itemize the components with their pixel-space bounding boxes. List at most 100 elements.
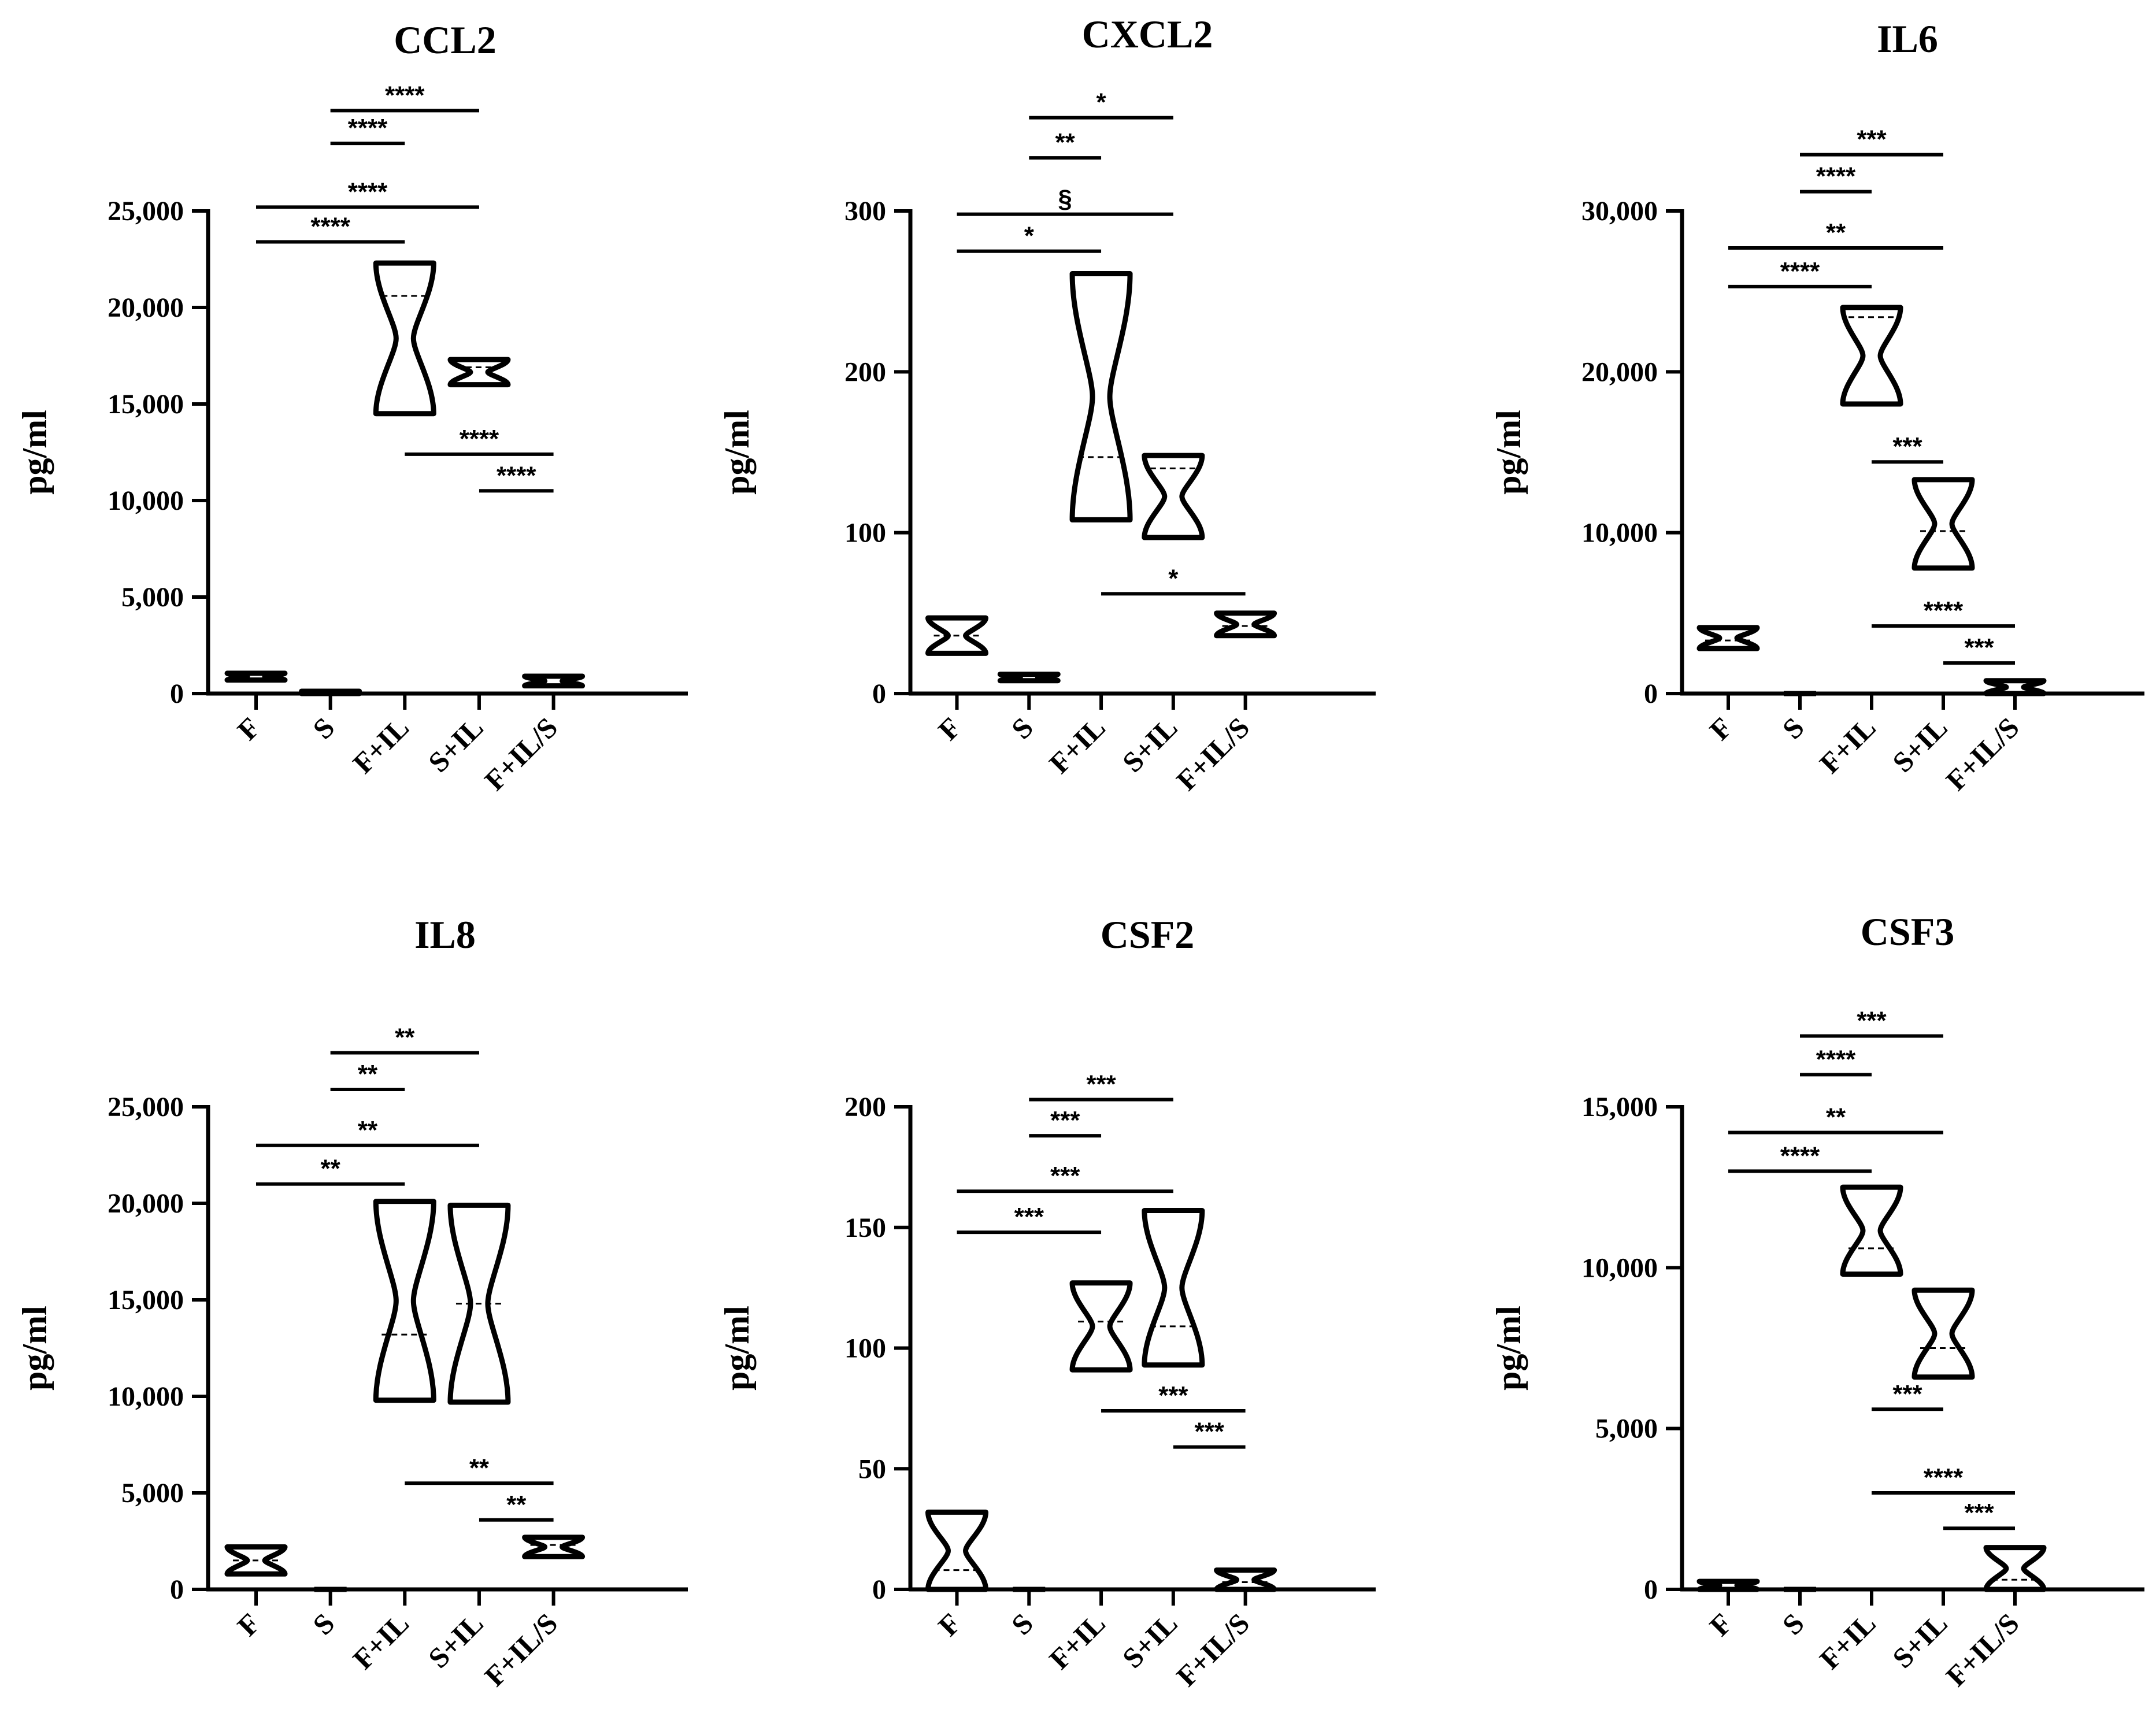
significance-label: *** [1964, 633, 1994, 662]
y-tick-label: 15,000 [108, 1285, 184, 1315]
violin-shape [224, 670, 288, 683]
violin-shape [1142, 453, 1205, 540]
chart-title: IL6 [1877, 17, 1938, 61]
x-tick-label: F+IL/S [1170, 1607, 1255, 1692]
x-tick-label: F+IL [346, 711, 415, 780]
significance-label: *** [1892, 1380, 1922, 1408]
violin-shape [373, 260, 436, 417]
violin-shape [522, 673, 586, 689]
significance-label: *** [1857, 1007, 1887, 1035]
y-tick-label: 25,000 [108, 196, 184, 227]
significance-label: *** [1892, 432, 1922, 461]
x-tick-label: F+IL [346, 1607, 415, 1676]
significance-label: **** [348, 177, 388, 206]
significance-label: *** [1195, 1418, 1225, 1446]
chart-panel-csf2: CSF2 pg/ml 0 50 100 150 200 F S F+IL S+ILF+IL/S ***… [718, 913, 1376, 1692]
chart-title: CCL2 [394, 18, 497, 62]
significance-label: *** [1857, 125, 1887, 154]
y-axis-label: pg/ml [718, 410, 756, 495]
y-tick-label: 10,000 [1581, 518, 1658, 548]
x-tick-label: F [231, 1607, 266, 1642]
significance-label: **** [460, 425, 499, 453]
violin-shape [1983, 1545, 2047, 1592]
y-tick-label: 0 [872, 1574, 886, 1605]
x-tick-label: F+IL/S [478, 711, 564, 796]
x-tick-label: F+IL/S [1170, 711, 1255, 796]
significance-label: *** [1050, 1106, 1080, 1135]
violin-shape [1911, 477, 1975, 571]
significance-label: ** [506, 1491, 527, 1519]
violin-shape [1142, 1208, 1205, 1368]
y-tick-label: 150 [844, 1213, 886, 1243]
significance-label: **** [1924, 596, 1964, 625]
violin-shape [1840, 1184, 1903, 1277]
y-tick-label: 20,000 [1581, 357, 1658, 387]
y-axis-label: pg/ml [1490, 1306, 1528, 1391]
violin-shape [373, 1199, 436, 1403]
significance-label: ** [469, 1454, 490, 1482]
violin-shape [1696, 625, 1760, 651]
significance-label: ** [1055, 128, 1076, 157]
x-tick-label: F+IL [1043, 1607, 1112, 1676]
y-tick-label: 100 [844, 1333, 886, 1364]
violin-shape [224, 1544, 288, 1577]
y-tick-label: 15,000 [1581, 1092, 1658, 1122]
y-axis-label: pg/ml [16, 410, 54, 495]
x-tick-label: S+IL [1886, 1607, 1954, 1674]
chart-title: CSF3 [1861, 910, 1954, 954]
significance-label: ** [395, 1023, 415, 1051]
x-tick-label: S+IL [1886, 711, 1954, 779]
violin-shape [447, 357, 511, 388]
x-tick-label: S+IL [1116, 1607, 1184, 1674]
x-tick-label: S+IL [1116, 711, 1184, 779]
significance-label: **** [1924, 1463, 1964, 1492]
x-tick-label: F [932, 711, 967, 746]
significance-label: § [1058, 185, 1072, 213]
violin-shape [1214, 1567, 1277, 1592]
violin-shape [925, 615, 988, 656]
y-tick-label: 200 [844, 357, 886, 387]
y-tick-label: 0 [1644, 679, 1658, 709]
y-tick-label: 100 [844, 518, 886, 548]
x-tick-label: S [1005, 711, 1039, 745]
significance-label: **** [1816, 1045, 1856, 1073]
significance-label: **** [1816, 162, 1856, 191]
y-axis-label: pg/ml [16, 1306, 54, 1391]
y-tick-label: 20,000 [108, 1188, 184, 1219]
x-tick-label: F+IL [1813, 711, 1882, 780]
x-tick-label: F+IL [1813, 1607, 1882, 1676]
x-tick-label: S+IL [422, 1607, 490, 1674]
x-tick-label: S [1776, 1607, 1810, 1641]
y-tick-label: 30,000 [1581, 196, 1658, 227]
violin-shape [1069, 1280, 1133, 1373]
x-tick-label: F+IL/S [1940, 1607, 2025, 1692]
y-tick-label: 20,000 [108, 292, 184, 323]
x-tick-label: S [306, 711, 340, 745]
significance-label: * [1024, 222, 1035, 250]
y-tick-label: 5,000 [1595, 1414, 1658, 1444]
chart-panel-il8: IL8 pg/ml 0 5,000 10,000 15,000 20,000 25,000 F S… [16, 913, 688, 1692]
y-tick-label: 50 [858, 1454, 886, 1484]
chart-panel-ccl2: CCL2 pg/ml 0 5,000 10,000 15,000 20,000 25,000 F… [16, 18, 688, 796]
significance-label: *** [1158, 1381, 1188, 1410]
significance-label: ** [1826, 1103, 1846, 1132]
significance-label: ** [321, 1155, 341, 1183]
violin-shape [299, 688, 362, 696]
x-tick-label: F+IL/S [478, 1607, 564, 1692]
significance-label: *** [1014, 1203, 1044, 1231]
x-tick-label: S [306, 1607, 340, 1641]
y-tick-label: 0 [1644, 1574, 1658, 1605]
violin-shape [1840, 305, 1903, 407]
y-tick-label: 10,000 [1581, 1252, 1658, 1283]
significance-label: **** [1780, 1141, 1820, 1170]
significance-label: *** [1086, 1070, 1116, 1098]
x-tick-label: F [932, 1607, 967, 1642]
y-tick-label: 0 [170, 679, 184, 709]
y-tick-label: 0 [170, 1574, 184, 1605]
x-tick-label: F+IL/S [1940, 711, 2025, 796]
x-tick-label: S+IL [422, 711, 490, 779]
significance-label: ** [1826, 218, 1846, 247]
significance-label: *** [1964, 1499, 1994, 1527]
violin-shape [447, 1202, 511, 1405]
